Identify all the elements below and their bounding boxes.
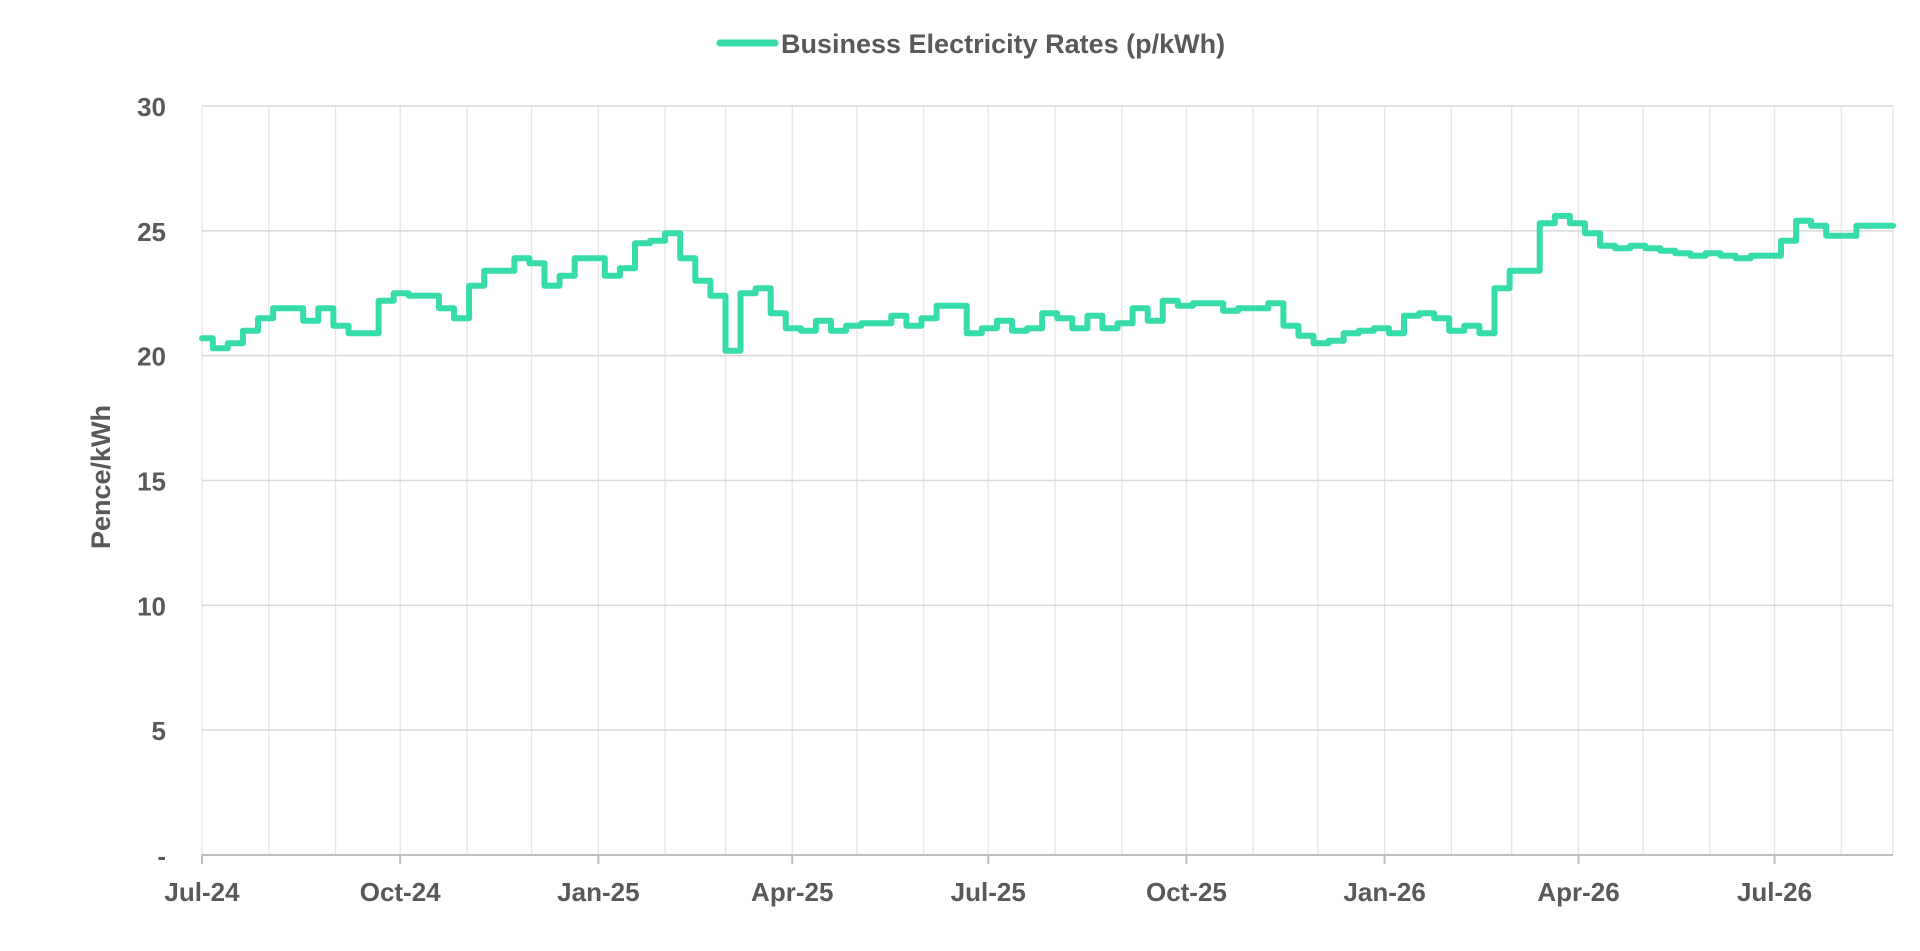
x-tick-label: Jul-26 xyxy=(1737,877,1812,907)
x-tick-label: Jul-25 xyxy=(951,877,1026,907)
x-tick-label: Jan-26 xyxy=(1343,877,1425,907)
y-tick-label: - xyxy=(157,841,166,871)
x-tick-label: Oct-24 xyxy=(360,877,441,907)
y-tick-label: 20 xyxy=(137,342,166,372)
x-tick-label: Apr-25 xyxy=(751,877,833,907)
y-axis-tick-labels: - 5 10 15 20 25 30 xyxy=(137,92,166,871)
y-tick-label: 10 xyxy=(137,591,166,621)
legend-label: Business Electricity Rates (p/kWh) xyxy=(781,29,1225,59)
x-tick-label: Apr-26 xyxy=(1537,877,1619,907)
y-tick-label: 25 xyxy=(137,217,166,247)
x-tick-label: Oct-25 xyxy=(1146,877,1227,907)
horizontal-gridlines xyxy=(202,105,1893,856)
series-line-business-electricity-rates xyxy=(199,212,1896,354)
y-tick-label: 15 xyxy=(137,467,166,497)
y-tick-label: 5 xyxy=(152,716,166,746)
y-axis-label: Pence/kWh xyxy=(86,405,116,549)
x-tick-label: Jul-24 xyxy=(164,877,240,907)
x-axis-tick-labels: Jul-24 Oct-24 Jan-25 Apr-25 Jul-25 Oct-25 Jan-… xyxy=(164,877,1812,907)
x-axis-ticks xyxy=(201,855,1776,864)
x-tick-label: Jan-25 xyxy=(557,877,639,907)
y-tick-label: 30 xyxy=(137,92,166,122)
legend: Business Electricity Rates (p/kWh) xyxy=(716,29,1225,59)
